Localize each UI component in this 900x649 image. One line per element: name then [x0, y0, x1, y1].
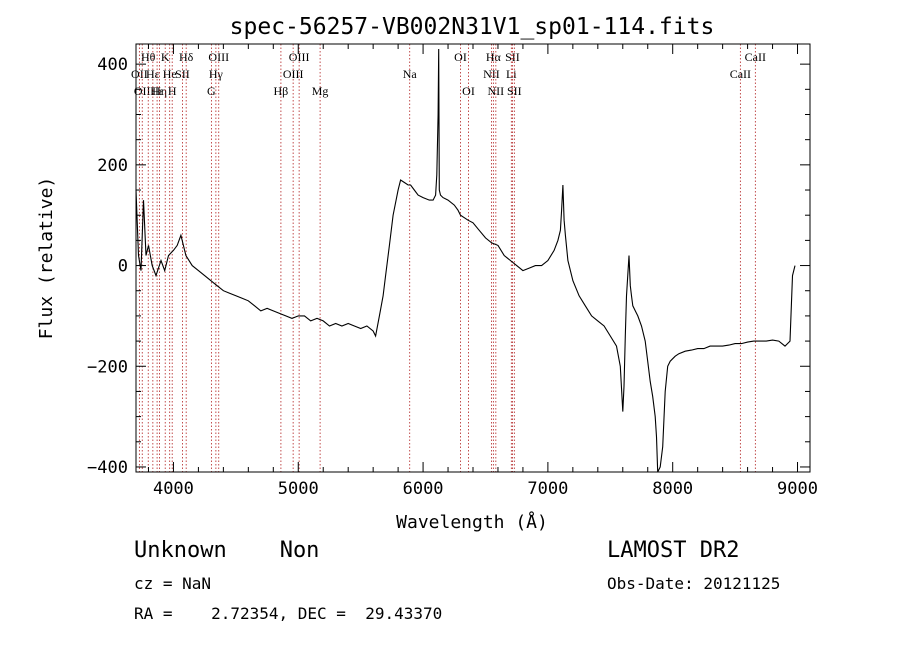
x-tick-label: 5000 — [278, 479, 319, 499]
line-marker-label: OIII — [283, 67, 304, 81]
line-marker-label: OII — [134, 84, 151, 98]
x-axis: 4000 5000 6000 7000 8000 9000 — [147, 44, 818, 499]
line-marker-label: SII — [175, 67, 190, 81]
line-marker-label: Hα — [486, 50, 502, 64]
line-marker-label: NII — [488, 84, 505, 98]
line-marker-label: H — [168, 84, 177, 98]
y-tick-label: −400 — [87, 458, 128, 478]
plot-frame — [135, 43, 811, 473]
line-marker-label: Na — [403, 67, 418, 81]
y-axis: −400 −200 0 200 400 — [87, 55, 810, 478]
classification-text: Unknown Non — [134, 538, 320, 563]
cz-text: cz = NaN — [134, 574, 212, 593]
y-tick-label: −200 — [87, 357, 128, 377]
line-marker-label: K — [161, 50, 170, 64]
line-marker-label: OIII — [289, 50, 310, 64]
line-marker-label: OI — [462, 84, 475, 98]
y-tick-label: 200 — [97, 156, 128, 176]
line-marker-label: Hη — [152, 84, 167, 98]
line-markers: OIIOIIHθHεHεHηKHeHSIIHδGHγOIIIHβOIIIOIII… — [131, 44, 766, 472]
x-tick-label: 7000 — [527, 479, 568, 499]
line-marker-label: Hβ — [274, 84, 289, 98]
line-marker-label: Mg — [312, 84, 329, 98]
line-marker-label: OI — [454, 50, 467, 64]
line-marker-label: Hγ — [209, 67, 224, 81]
x-axis-label: Wavelength (Å) — [396, 511, 548, 533]
x-tick-label: 8000 — [652, 479, 693, 499]
line-marker-label: Hδ — [179, 50, 194, 64]
line-marker-label: G — [207, 84, 216, 98]
x-tick-label: 6000 — [403, 479, 444, 499]
obs-date-text: Obs-Date: 20121125 — [607, 574, 781, 593]
line-marker-label: NII — [483, 67, 500, 81]
x-tick-label: 4000 — [153, 479, 194, 499]
line-marker-label: OIII — [208, 50, 229, 64]
line-marker-label: Hε — [150, 84, 164, 98]
y-tick-label: 400 — [97, 55, 128, 75]
spectrum-line — [135, 48, 796, 473]
y-tick-label: 0 — [118, 257, 128, 277]
line-marker-label: Hθ — [141, 50, 156, 64]
chart-title: spec-56257-VB002N31V1_sp01-114.fits — [230, 14, 715, 40]
y-axis-label: Flux (relative) — [36, 177, 57, 340]
line-marker-label: Li — [506, 67, 517, 81]
line-marker-label: He — [163, 67, 177, 81]
line-marker-label: SII — [505, 50, 520, 64]
line-marker-label: CaII — [730, 67, 751, 81]
line-marker-label: CaII — [745, 50, 766, 64]
x-tick-label: 9000 — [777, 479, 818, 499]
survey-text: LAMOST DR2 — [607, 538, 740, 563]
line-marker-label: OII — [131, 67, 148, 81]
line-marker-label: SII — [507, 84, 522, 98]
line-marker-label: Hε — [146, 67, 160, 81]
radec-text: RA = 2.72354, DEC = 29.43370 — [134, 604, 443, 623]
